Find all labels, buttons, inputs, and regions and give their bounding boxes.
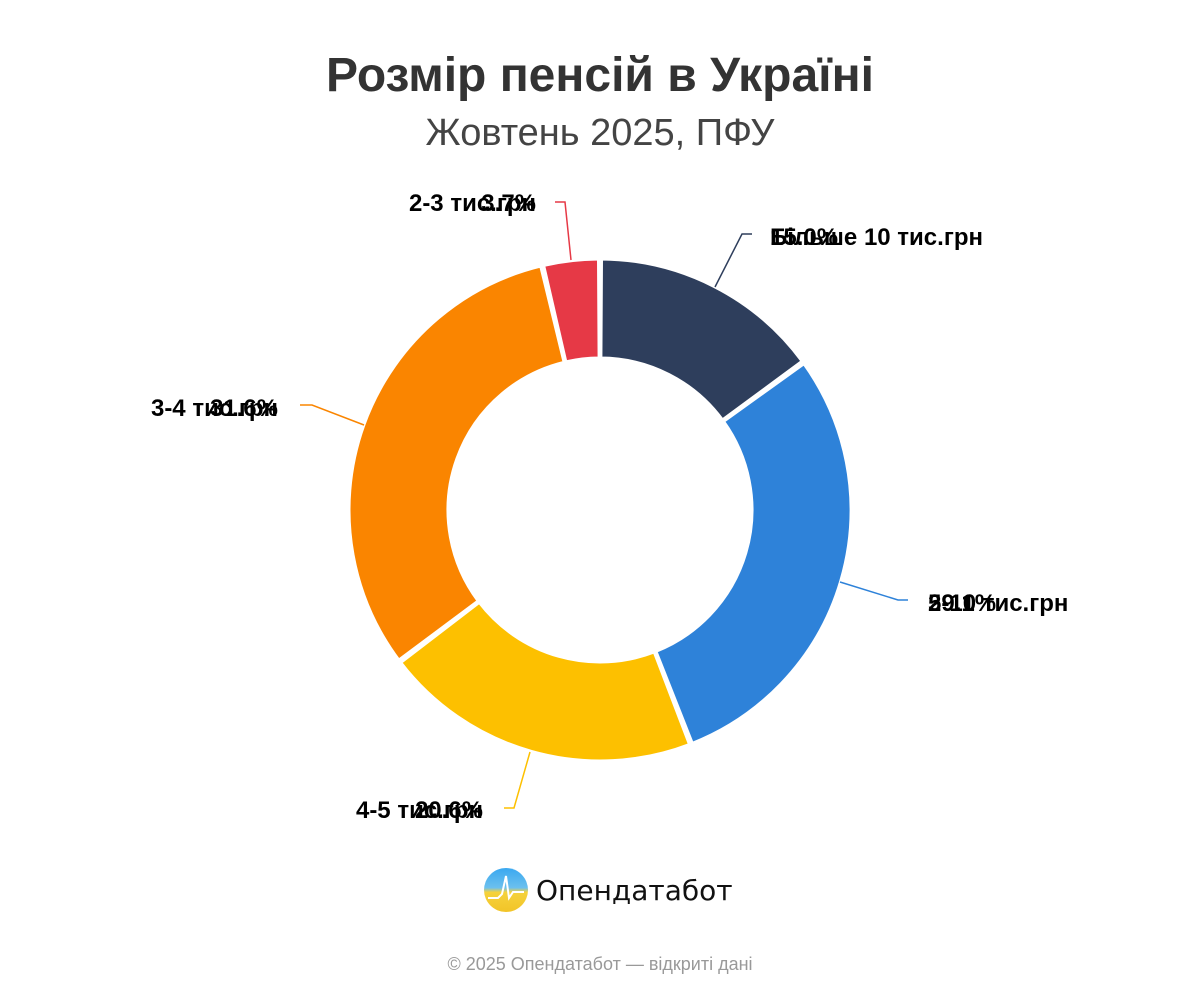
slice-category-label: 5-10 тис.грн xyxy=(928,590,1068,617)
label-leader-lines xyxy=(300,201,908,809)
donut-slices xyxy=(347,257,853,763)
slice-category-label: 2-3 тис.грн xyxy=(409,190,536,217)
slice-category-label: Більше 10 тис.грн xyxy=(770,224,983,251)
brand-name: Опендатабот xyxy=(536,873,733,907)
donut-slice[interactable] xyxy=(399,600,692,763)
donut-slice[interactable] xyxy=(542,257,601,364)
chart-subtitle: Жовтень 2025, ПФУ xyxy=(425,112,775,154)
slice-percent-label: 31.6% xyxy=(210,395,278,422)
donut-slice[interactable] xyxy=(599,257,804,422)
slice-percent-label: 20.6% xyxy=(415,797,483,824)
donut-slice[interactable] xyxy=(347,264,566,662)
chart-title: Розмір пенсій в Україні xyxy=(326,49,874,102)
slice-category-label: 4-5 тис.грн xyxy=(356,797,483,824)
leader-line xyxy=(555,201,572,261)
opendatabot-logo-icon xyxy=(484,868,528,912)
slice-category-label: 3-4 тис.грн xyxy=(151,395,278,422)
leader-line xyxy=(839,581,908,601)
slice-percent-label: 3.7% xyxy=(481,190,536,217)
slice-percent-label: 29.1% xyxy=(928,590,996,617)
brand: Опендатабот xyxy=(484,868,733,912)
leader-line xyxy=(714,233,752,288)
leader-line xyxy=(504,751,531,809)
donut-slice[interactable] xyxy=(654,362,853,745)
slice-percent-label: 15.0% xyxy=(770,224,838,251)
leader-line xyxy=(300,404,365,426)
footer-copyright: © 2025 Опендатабот — відкриті дані xyxy=(447,954,753,974)
